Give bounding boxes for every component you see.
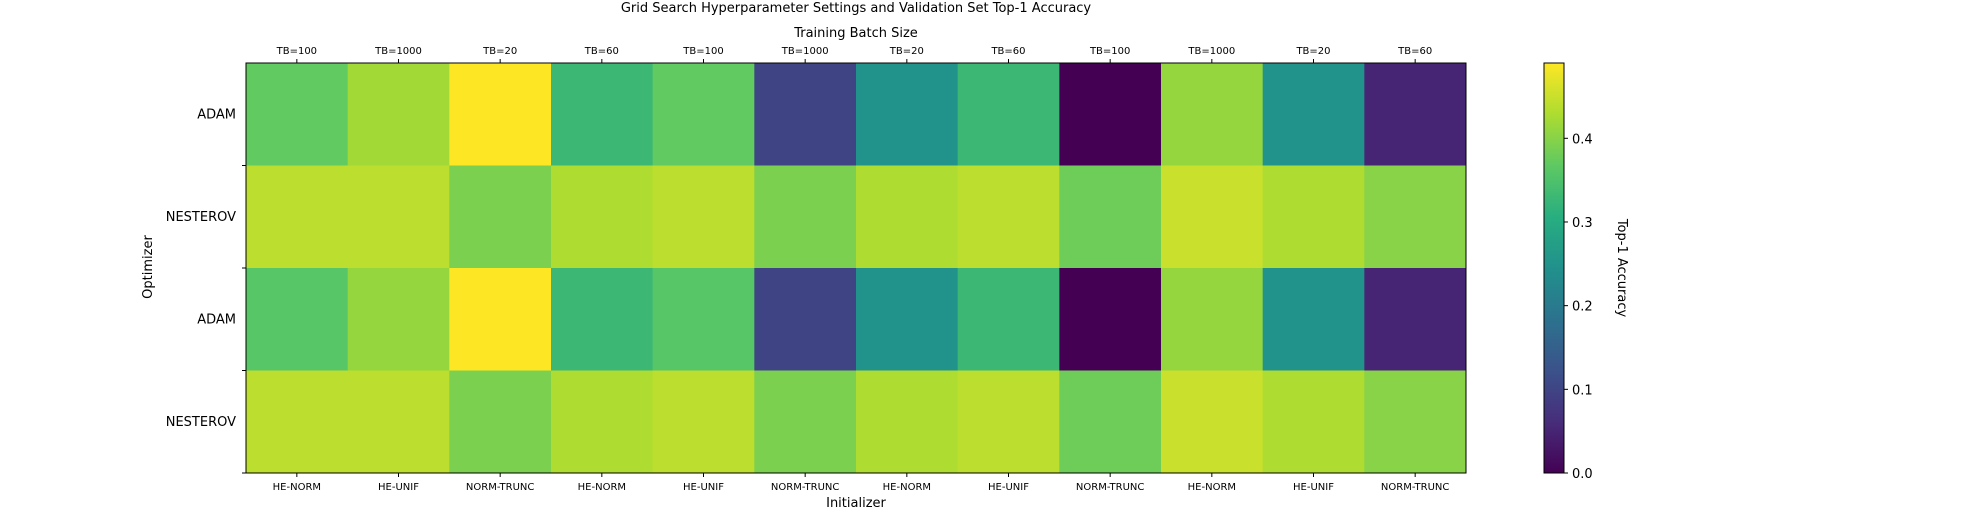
heatmap-cell [1262, 165, 1365, 269]
bottom-tick-label: HE-UNIF [683, 482, 724, 493]
colorbar-tick-label: 0.4 [1572, 132, 1593, 147]
colorbar-tick-label: 0.0 [1572, 467, 1593, 482]
heatmap-cell [754, 268, 857, 371]
top-tick-label: TB=1000 [1187, 46, 1235, 57]
bottom-tick-label: NORM-TRUNC [771, 482, 839, 493]
heatmap-cell [957, 268, 1060, 371]
colorbar-tick-label: 0.2 [1572, 300, 1593, 315]
heatmap-cell [856, 165, 959, 269]
left-axis: ADAM NESTEROV ADAM NESTEROV [166, 107, 246, 474]
bottom-tick-label: HE-UNIF [988, 482, 1029, 493]
heatmap-cell [1161, 63, 1264, 166]
y-tick-label: ADAM [197, 107, 236, 122]
top-axis: TB=100 TB=1000 TB=20 TB=60 TB=100 TB=1000 TB=2… [276, 46, 1432, 63]
heatmap-cell [551, 370, 654, 474]
top-tick-label: TB=100 [682, 46, 723, 57]
heatmap-cell [1364, 268, 1467, 371]
bottom-tick-label: NORM-TRUNC [466, 482, 534, 493]
heatmap-cell [1059, 370, 1162, 474]
colorbar [1543, 62, 1565, 474]
top-tick-label: TB=20 [1295, 46, 1330, 57]
top-tick-label: TB=60 [1397, 46, 1432, 57]
x-axis-label: Initializer [826, 496, 886, 511]
heatmap-cell [449, 165, 552, 269]
heatmap-cell [347, 165, 450, 269]
top-tick-label: TB=1000 [781, 46, 829, 57]
bottom-tick-label: NORM-TRUNC [1381, 482, 1449, 493]
heatmap-cell [246, 165, 349, 269]
bottom-tick-label: HE-NORM [578, 482, 626, 493]
heatmap-cell [246, 63, 349, 166]
heatmap-cell [652, 63, 755, 166]
y-axis-label: Optimizer [141, 235, 156, 299]
bottom-tick-label: HE-NORM [883, 482, 931, 493]
heatmap-cell [957, 165, 1060, 269]
heatmap-cell [1262, 63, 1365, 166]
heatmap-cell [1161, 268, 1264, 371]
top-axis-label: Training Batch Size [793, 26, 918, 41]
heatmap-cell [957, 370, 1060, 474]
heatmap-cell [449, 370, 552, 474]
bottom-axis: HE-NORM HE-UNIF NORM-TRUNC HE-NORM HE-UNIF NO… [273, 473, 1449, 493]
y-tick-label: ADAM [197, 312, 236, 327]
heatmap-cell [652, 370, 755, 474]
bottom-tick-label: HE-UNIF [1293, 482, 1334, 493]
heatmap-cell [246, 268, 349, 371]
y-tick-label: NESTEROV [166, 210, 236, 225]
colorbar-label: Top-1 Accuracy [1614, 218, 1629, 318]
heatmap-cell [246, 370, 349, 474]
bottom-tick-label: HE-NORM [1188, 482, 1236, 493]
colorbar-axis: 0.0 0.1 0.2 0.3 0.4 [1564, 132, 1593, 482]
heatmap-cell [652, 165, 755, 269]
heatmap-cell [1364, 370, 1467, 474]
heatmap-cell [1262, 370, 1365, 474]
heatmap-cell [1364, 165, 1467, 269]
heatmap-cell [551, 165, 654, 269]
top-tick-label: TB=100 [1089, 46, 1130, 57]
heatmap-cell [754, 63, 857, 166]
bottom-tick-label: HE-NORM [273, 482, 321, 493]
heatmap-cell [856, 268, 959, 371]
heatmap-cell [1161, 165, 1264, 269]
heatmap-cell [551, 268, 654, 371]
top-tick-label: TB=20 [482, 46, 517, 57]
heatmap-cell [449, 268, 552, 371]
bottom-tick-label: NORM-TRUNC [1076, 482, 1144, 493]
heatmap-cell [1059, 268, 1162, 371]
bottom-tick-label: HE-UNIF [378, 482, 419, 493]
chart-title: Grid Search Hyperparameter Settings and … [621, 1, 1092, 16]
heatmap-cell [754, 165, 857, 269]
top-tick-label: TB=20 [889, 46, 924, 57]
heatmap-cell [1161, 370, 1264, 474]
heatmap-cell [1262, 268, 1365, 371]
heatmap-cell [1059, 165, 1162, 269]
heatmap-cell [1364, 63, 1467, 166]
colorbar-tick-label: 0.3 [1572, 216, 1593, 231]
heatmap-cell [449, 63, 552, 166]
heatmap-cell [957, 63, 1060, 166]
top-tick-label: TB=100 [276, 46, 317, 57]
heatmap-cell [347, 63, 450, 166]
heatmap-cell [652, 268, 755, 371]
top-tick-label: TB=1000 [374, 46, 422, 57]
heatmap-cells [246, 63, 1467, 474]
top-tick-label: TB=60 [990, 46, 1025, 57]
heatmap-cell [856, 370, 959, 474]
heatmap-cell [856, 63, 959, 166]
colorbar-tick-label: 0.1 [1572, 383, 1593, 398]
y-tick-label: NESTEROV [166, 415, 236, 430]
heatmap-cell [1059, 63, 1162, 166]
heatmap-cell [754, 370, 857, 474]
heatmap-cell [347, 370, 450, 474]
top-tick-label: TB=60 [584, 46, 619, 57]
heatmap-cell [347, 268, 450, 371]
heatmap-cell [551, 63, 654, 166]
